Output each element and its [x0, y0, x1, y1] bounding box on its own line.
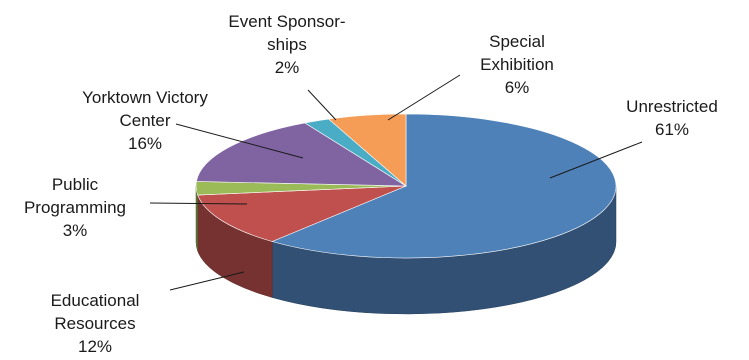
label-public-programming: Public Programming 3%	[24, 175, 126, 240]
leader-line-special-exhibition	[387, 74, 461, 121]
slice-labels: Unrestricted 61% Educational Resources 12% Pu…	[24, 12, 718, 356]
label-line: ships	[267, 35, 307, 54]
leader-lines	[149, 74, 643, 291]
label-unrestricted: Unrestricted 61%	[626, 97, 718, 139]
label-line: Event Sponsor-	[228, 12, 345, 31]
leader-line-educational-resources	[169, 271, 245, 291]
label-line: 16%	[128, 134, 162, 153]
label-line: 6%	[505, 78, 530, 97]
label-line: Exhibition	[480, 55, 554, 74]
label-line: Center	[119, 111, 170, 130]
slice-educational-resources	[197, 185, 407, 242]
label-line: Unrestricted	[626, 97, 718, 116]
pie-slices	[195, 113, 617, 259]
leader-line-unrestricted	[549, 141, 643, 179]
slice-special-exhibition	[327, 113, 407, 187]
label-yorktown-victory-center: Yorktown Victory Center 16%	[82, 88, 208, 153]
label-educational-resources: Educational Resources 12%	[51, 291, 140, 356]
label-line: Special	[489, 32, 545, 51]
label-line: 61%	[655, 120, 689, 139]
label-line: Public	[52, 175, 99, 194]
leader-line-event-sponsorships	[307, 89, 337, 121]
label-line: 2%	[275, 58, 300, 77]
label-line: Resources	[54, 314, 135, 333]
label-line: Yorktown Victory	[82, 88, 208, 107]
pie-side-walls	[195, 185, 617, 315]
label-line: Programming	[24, 198, 126, 217]
label-line: 3%	[63, 221, 88, 240]
leader-line-public-programming	[149, 202, 248, 205]
label-event-sponsorships: Event Sponsor-ships 2%	[228, 12, 345, 77]
slice-yorktown-victory-center	[196, 122, 408, 187]
label-special-exhibition: Special Exhibition 6%	[480, 32, 554, 97]
leader-line-yorktown-victory-center	[175, 123, 304, 159]
slice-unrestricted	[271, 113, 617, 259]
label-line: Educational	[51, 291, 140, 310]
slice-side-public-programming	[195, 185, 198, 252]
label-line: 12%	[78, 337, 112, 356]
